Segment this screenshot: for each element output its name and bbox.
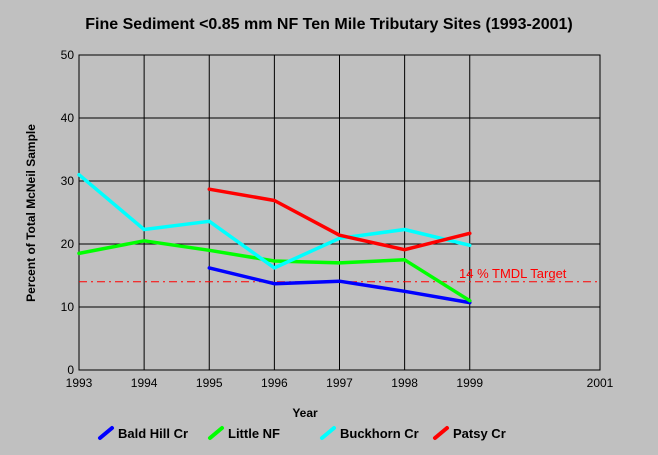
x-tick-label: 1997: [326, 376, 353, 390]
x-tick-labels: 1993 1994 1995 1996 1997 1998 1999 2001: [66, 376, 614, 390]
y-tick-label: 50: [61, 48, 75, 62]
x-tick-label: 1994: [131, 376, 158, 390]
series-line-bald-hill-cr: [207, 266, 472, 305]
y-tick-label: 30: [61, 174, 75, 188]
legend: Bald Hill Cr Little NF Buckhorn Cr Patsy Cr: [98, 426, 506, 441]
chart-title: Fine Sediment <0.85 mm NF Ten Mile Tribu…: [85, 16, 572, 33]
x-tick-label: 2001: [587, 376, 614, 390]
y-tick-label: 10: [61, 300, 75, 314]
y-axis-label: Percent of Total McNeil Sample: [24, 124, 38, 302]
series-line-patsy-cr: [207, 187, 472, 252]
tmdl-reference: 14 % TMDL Target: [79, 266, 600, 283]
legend-label: Bald Hill Cr: [118, 426, 188, 441]
x-tick-label: 1999: [456, 376, 483, 390]
tmdl-target-label: 14 % TMDL Target: [459, 266, 567, 281]
legend-label: Patsy Cr: [453, 426, 506, 441]
series-line-buckhorn-cr: [77, 172, 472, 270]
legend-swatch: [98, 426, 114, 440]
series-line-little-nf: [77, 239, 472, 303]
x-tick-label: 1993: [66, 376, 93, 390]
gridlines: [78, 54, 601, 371]
legend-swatch: [433, 426, 449, 440]
y-tick-label: 0: [67, 363, 74, 377]
y-tick-label: 40: [61, 111, 75, 125]
y-tick-labels: 0 10 20 30 40 50: [61, 48, 75, 377]
x-tick-label: 1998: [391, 376, 418, 390]
y-tick-label: 20: [61, 237, 75, 251]
legend-swatch: [320, 426, 336, 440]
legend-swatch: [208, 426, 224, 440]
legend-label: Little NF: [228, 426, 280, 441]
legend-label: Buckhorn Cr: [340, 426, 419, 441]
x-tick-label: 1996: [261, 376, 288, 390]
x-tick-label: 1995: [196, 376, 223, 390]
x-axis-label: Year: [292, 406, 318, 420]
series-lines: [77, 172, 472, 305]
